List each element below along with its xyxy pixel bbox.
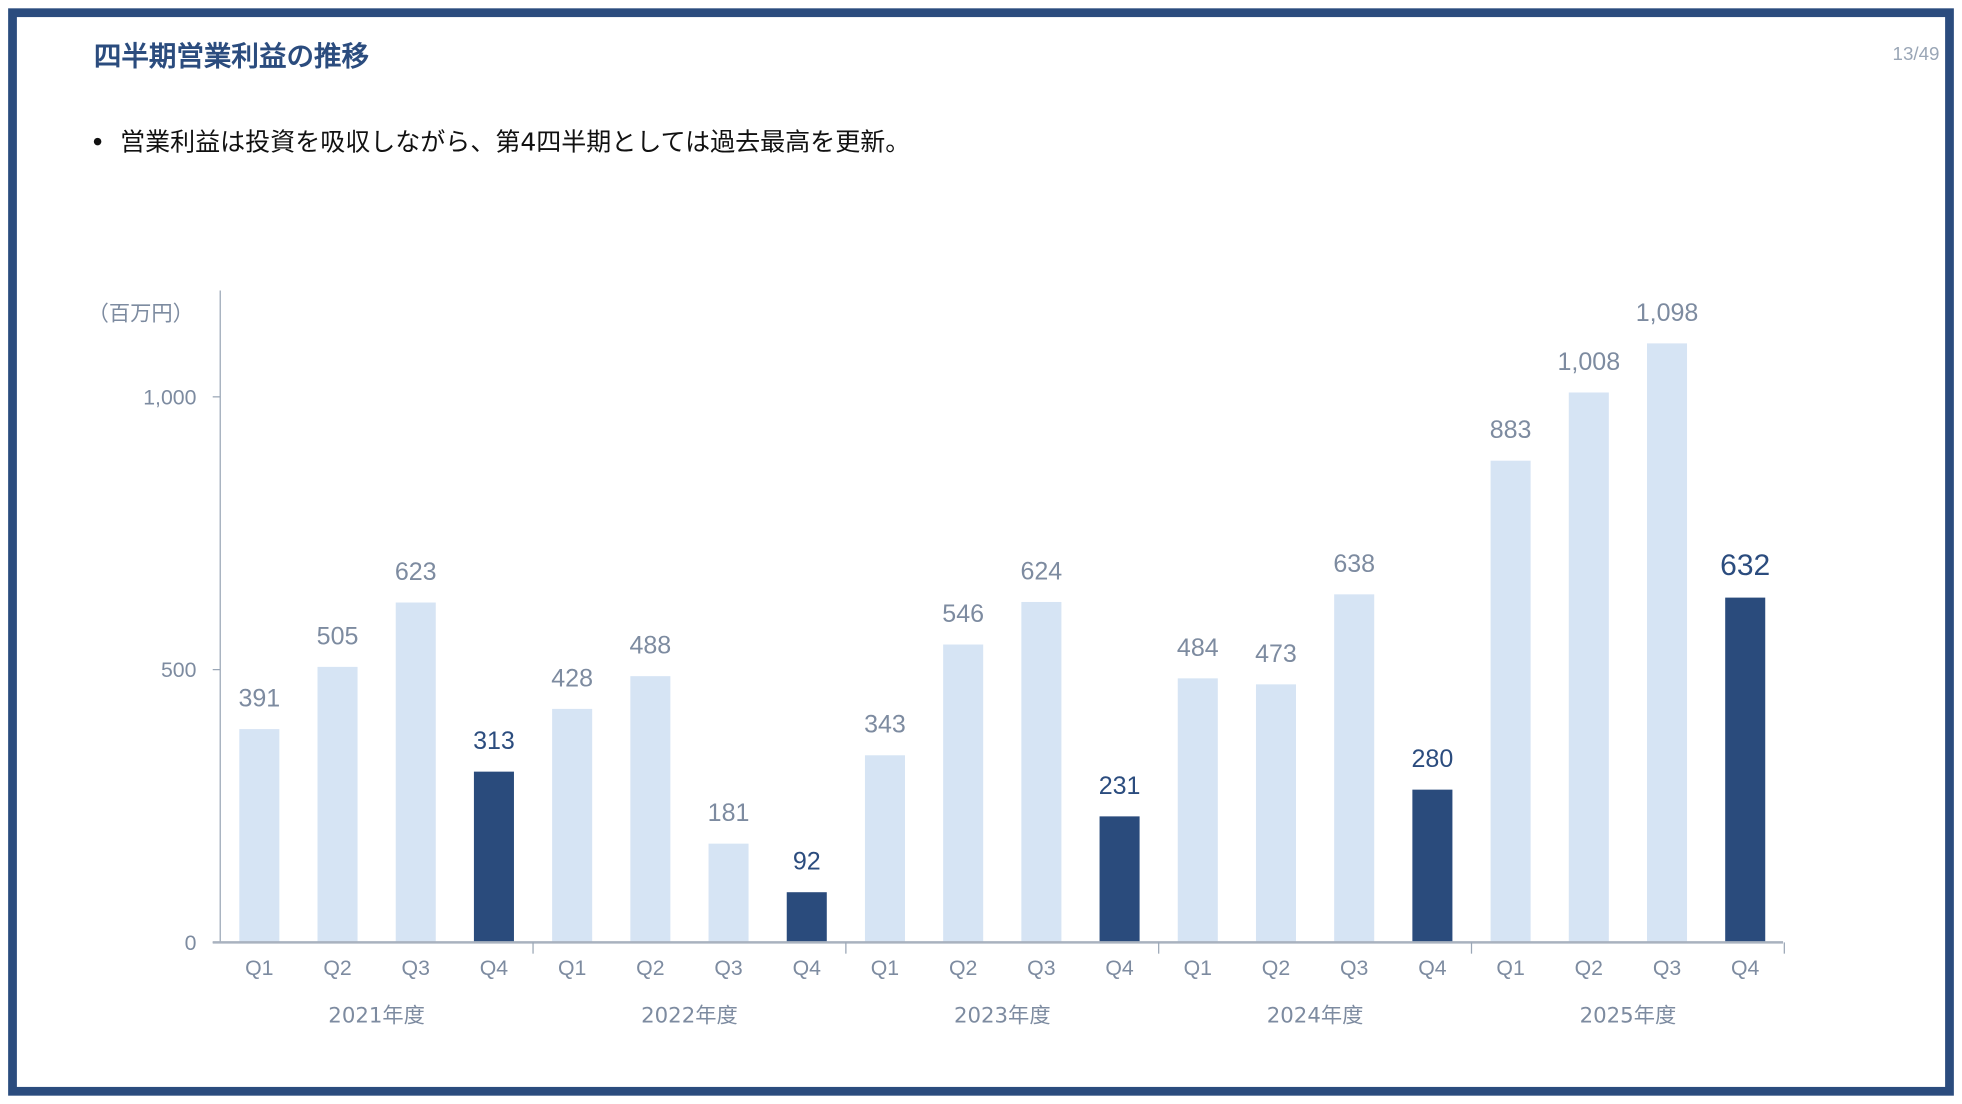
x-tick-label: Q3 <box>714 956 742 980</box>
data-label: 92 <box>793 848 821 876</box>
x-tick-label: Q2 <box>636 956 664 980</box>
x-tick-label: Q2 <box>1262 956 1290 980</box>
x-tick-label: Q3 <box>1340 956 1368 980</box>
group-label: 2025年度 <box>1580 1003 1677 1028</box>
bar-q2 <box>943 644 984 943</box>
x-tick-label: Q1 <box>245 956 273 980</box>
group-label: 2023年度 <box>954 1003 1051 1028</box>
bar-q1 <box>864 755 905 943</box>
bar-q4 <box>473 771 514 943</box>
x-tick-label: Q2 <box>949 956 977 980</box>
data-label: 1,008 <box>1558 348 1621 376</box>
bar-q2 <box>1568 392 1609 943</box>
y-axis-unit: （百万円） <box>88 302 194 327</box>
x-tick-label: Q2 <box>1575 956 1603 980</box>
data-label: 546 <box>942 600 984 628</box>
bar-q4 <box>786 892 827 943</box>
x-tick-label: Q2 <box>323 956 351 980</box>
data-label: 428 <box>551 664 593 692</box>
x-tick-label: Q3 <box>1653 956 1681 980</box>
group-label: 2021年度 <box>328 1003 425 1028</box>
data-label: 181 <box>708 799 750 827</box>
bar-chart: （百万円） 0 500 1,000 391 505 623 313 428 488 181 92 3… <box>88 290 1785 1028</box>
bar-q1 <box>552 708 593 943</box>
data-label: 280 <box>1412 745 1454 773</box>
data-label: 632 <box>1720 549 1770 582</box>
x-tick-label: Q4 <box>1418 956 1447 980</box>
page-number: 13/49 <box>1893 43 1940 64</box>
bar-q3 <box>1334 594 1375 943</box>
bar-q2 <box>630 676 671 943</box>
bar-q3 <box>708 843 749 943</box>
bar-q4 <box>1412 789 1453 943</box>
data-label: 343 <box>864 711 906 739</box>
page-title: 四半期営業利益の推移 <box>94 40 369 72</box>
bar-q4 <box>1099 816 1140 943</box>
x-tick-label: Q4 <box>1731 956 1760 980</box>
x-tick-label: Q1 <box>558 956 586 980</box>
data-label: 624 <box>1020 557 1062 585</box>
data-label: 473 <box>1255 640 1297 668</box>
data-label: 1,098 <box>1636 299 1699 327</box>
x-tick-label: Q3 <box>402 956 430 980</box>
data-label: 505 <box>317 622 359 650</box>
x-tick-label: Q1 <box>871 956 899 980</box>
data-label: 638 <box>1333 550 1375 578</box>
bar-q3 <box>1021 601 1062 943</box>
bar-q4 <box>1725 597 1766 943</box>
data-label: 391 <box>238 685 280 713</box>
y-tick-label: 1,000 <box>143 385 196 409</box>
data-label: 484 <box>1177 634 1219 662</box>
data-label: 623 <box>395 558 437 586</box>
x-tick-label: Q4 <box>793 956 822 980</box>
bullet-dot <box>93 137 102 146</box>
x-tick-label: Q4 <box>480 956 509 980</box>
x-tick-label: Q4 <box>1105 956 1134 980</box>
bar-q1 <box>1490 460 1531 943</box>
bar-q1 <box>239 729 280 943</box>
data-label: 231 <box>1099 772 1141 800</box>
bar-q2 <box>1255 684 1297 943</box>
y-tick-label: 0 <box>185 931 197 955</box>
group-label: 2022年度 <box>641 1003 738 1028</box>
x-tick-label: Q3 <box>1027 956 1055 980</box>
y-tick-label: 500 <box>161 658 196 682</box>
group-label: 2024年度 <box>1267 1003 1364 1028</box>
bullet-text: 営業利益は投資を吸収しながら、第4四半期としては過去最高を更新。 <box>120 127 910 156</box>
bar-q3 <box>1646 343 1688 943</box>
data-label: 313 <box>473 727 515 755</box>
x-tick-label: Q1 <box>1496 956 1524 980</box>
data-label: 883 <box>1490 416 1532 444</box>
bar-q3 <box>395 602 436 943</box>
bar-q1 <box>1177 678 1218 943</box>
x-tick-label: Q1 <box>1184 956 1212 980</box>
bar-q2 <box>317 666 358 943</box>
data-label: 488 <box>629 632 671 660</box>
